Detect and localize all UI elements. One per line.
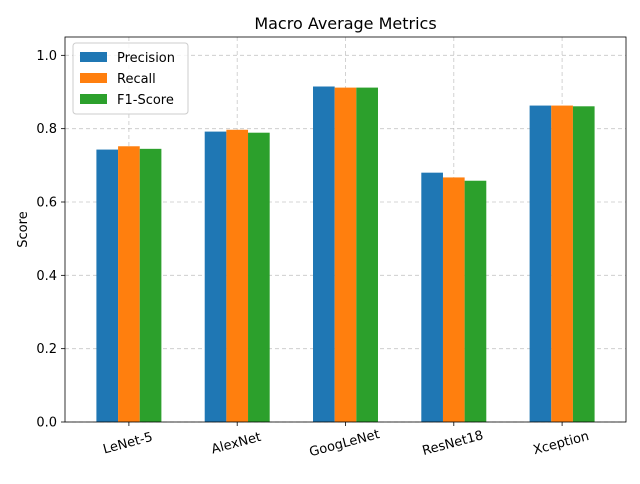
x-tick-label: GoogLeNet: [308, 427, 382, 460]
bar-precision-resnet18: [421, 172, 443, 422]
x-tick-label: Xception: [532, 429, 591, 458]
legend-swatch-precision: [80, 52, 107, 62]
y-tick-label: 0.4: [36, 269, 57, 284]
x-tick-label: AlexNet: [210, 430, 263, 458]
x-tick-label: ResNet18: [421, 428, 485, 459]
y-axis-label: Score: [16, 211, 31, 247]
y-tick-label: 0.2: [36, 342, 57, 357]
legend-swatch-f1-score: [80, 94, 107, 104]
bar-f1-score-xception: [572, 106, 595, 423]
bar-recall-alexnet: [226, 129, 249, 422]
bar-recall-xception: [551, 105, 573, 423]
bar-f1-score-googlenet: [356, 87, 378, 422]
legend-swatch-recall: [80, 73, 107, 83]
bar-precision-alexnet: [204, 131, 227, 422]
bar-f1-score-alexnet: [248, 132, 270, 422]
legend: Precision Recall F1-Score: [72, 42, 189, 115]
y-tick-label: 0.0: [36, 416, 57, 431]
chart-title: Macro Average Metrics: [254, 14, 436, 33]
bar-precision-googlenet: [313, 86, 335, 422]
x-tick-label: LeNet-5: [102, 430, 155, 458]
bar-f1-score-resnet18: [464, 180, 487, 422]
bar-recall-resnet18: [442, 177, 465, 422]
y-tick-label: 1.0: [36, 49, 57, 64]
legend-label-recall: Recall: [117, 72, 156, 87]
y-tick-label: 0.8: [36, 122, 57, 137]
bars: [96, 86, 595, 423]
y-tick-label: 0.6: [36, 196, 57, 211]
bar-recall-googlenet: [334, 87, 357, 422]
bar-precision-lenet-5: [96, 149, 119, 423]
legend-label-f1-score: F1-Score: [117, 93, 174, 108]
legend-label-precision: Precision: [117, 51, 175, 66]
bar-precision-xception: [529, 105, 552, 423]
bar-f1-score-lenet-5: [139, 148, 162, 423]
bar-recall-lenet-5: [118, 146, 140, 422]
